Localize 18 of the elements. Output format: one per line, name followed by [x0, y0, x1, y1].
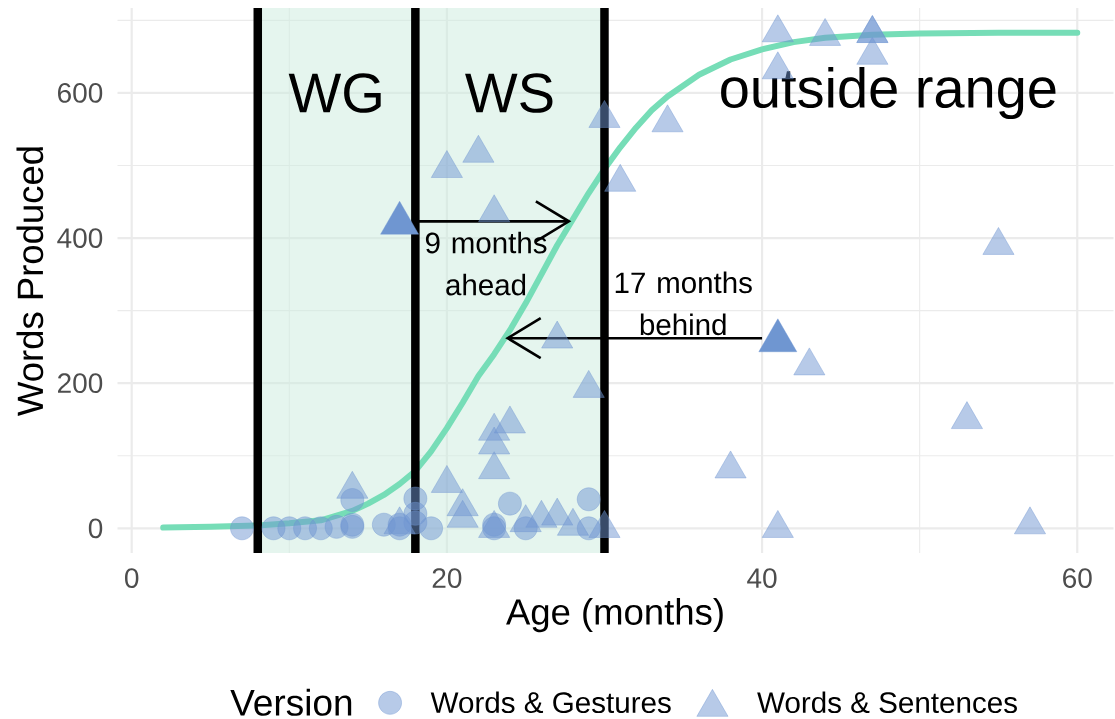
- x-tick-label: 60: [1063, 568, 1092, 588]
- annotation: outside range: [721, 66, 1056, 120]
- legend-title: Version: [230, 688, 352, 716]
- y-tick-label: 400: [57, 228, 103, 248]
- y-tick-label: 600: [58, 83, 103, 103]
- annotation: WS: [465, 73, 553, 113]
- legend-label: Words & Gestures: [430, 691, 671, 714]
- y-tick-label: 200: [58, 373, 103, 394]
- annotation: 9 months ahead: [425, 231, 547, 296]
- y-axis-title: Words Produced: [16, 147, 44, 416]
- x-tick-label: 20: [432, 568, 462, 588]
- annotation: WG: [288, 73, 381, 113]
- annotation: 17 months behind: [615, 271, 752, 336]
- x-axis-title: Age (months): [506, 598, 723, 633]
- x-tick-label: 0: [125, 568, 139, 588]
- legend-label: Words & Sentences: [757, 691, 1017, 714]
- x-tick-label: 40: [747, 568, 777, 588]
- y-tick-label: 0: [88, 518, 103, 539]
